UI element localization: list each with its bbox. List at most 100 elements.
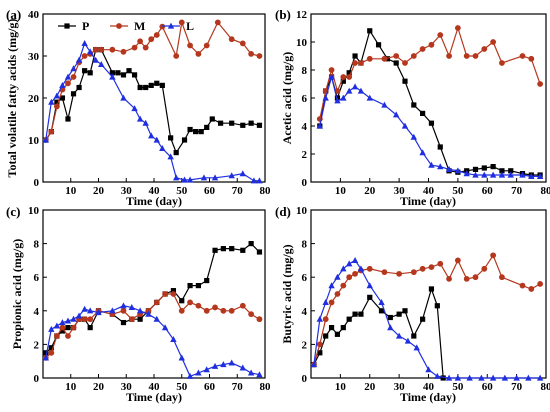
x-tick-label: 50 [452, 185, 464, 197]
series-l-point [507, 171, 514, 178]
series-l-point [340, 265, 347, 272]
series-l-point [316, 122, 324, 129]
series-l-point [120, 302, 127, 309]
series-m-point [142, 44, 149, 51]
series-l-point [445, 166, 453, 172]
series-l-point [59, 82, 66, 88]
series-p-point [109, 70, 115, 76]
series-m-point [437, 32, 444, 38]
series-l-point [404, 337, 412, 344]
legend-marker-m [116, 23, 122, 29]
x-tick-label: 20 [364, 381, 376, 393]
series-m-point [463, 53, 470, 59]
series-l-point [64, 73, 72, 80]
series-m-point [212, 304, 218, 311]
series-m-point [170, 291, 177, 297]
series-m-point [419, 46, 426, 52]
series-m-point [53, 103, 60, 110]
series-m-point [137, 38, 144, 45]
series-m-point [366, 265, 373, 272]
series-l-point [378, 299, 385, 305]
series-m-point [472, 274, 479, 281]
series-p-point [59, 328, 66, 334]
series-m-point [131, 44, 138, 51]
series-p-point [437, 144, 443, 150]
series-m-point [248, 51, 255, 57]
series-m-point [446, 275, 452, 282]
series-p-point [396, 311, 402, 317]
panel-b-label: (b) [275, 7, 291, 22]
series-m-point [228, 307, 235, 314]
y-tick-label: 40 [28, 9, 40, 21]
panel-b-frame [310, 13, 547, 183]
series-l-point [528, 173, 535, 179]
x-tick-label: 20 [364, 185, 376, 197]
series-m-point [316, 341, 323, 348]
series-l-point [92, 56, 99, 63]
series-p-point [195, 283, 201, 289]
series-m-point [499, 274, 505, 281]
series-p-point [120, 319, 127, 326]
series-p-point [198, 129, 204, 135]
series-p-point [334, 331, 341, 337]
series-l-point [86, 48, 94, 55]
x-tick-label: 50 [176, 381, 188, 393]
series-l-point [239, 364, 246, 371]
x-tick-label: 80 [541, 381, 550, 393]
series-p-point [218, 120, 224, 126]
series-m-point [340, 74, 347, 80]
y-tick-label: 12 [296, 9, 308, 21]
y-tick-label: 10 [28, 135, 40, 147]
series-m-point [65, 333, 71, 339]
series-l-point [498, 171, 506, 178]
series-l-point [109, 307, 116, 314]
series-m-point [366, 55, 373, 62]
series-p-point [59, 95, 66, 101]
series-m-point [519, 282, 526, 289]
series-m-point [402, 60, 408, 66]
series-p-point [256, 122, 263, 128]
series-l-point [489, 171, 497, 178]
series-p-point [54, 99, 60, 105]
series-l-point [159, 145, 166, 151]
series-l-point [142, 119, 149, 126]
series-m-point [256, 316, 263, 323]
series-l-point [148, 132, 155, 139]
series-l-point [173, 174, 180, 181]
series-m-point [428, 41, 435, 48]
series-p-point [428, 120, 435, 126]
series-m-point [239, 302, 246, 309]
x-tick-label: 30 [394, 185, 406, 197]
series-l-point [334, 97, 341, 104]
series-p-point [87, 70, 93, 76]
series-m-point [148, 36, 155, 43]
x-tick-label: 70 [232, 381, 244, 393]
series-l-point [186, 176, 194, 183]
series-m-point [81, 53, 88, 59]
series-p-point [204, 124, 210, 130]
x-tick-label: 10 [335, 381, 347, 393]
panel-a-label: (a) [6, 7, 21, 22]
y-tick-label: 2 [34, 339, 40, 351]
x-tick-label: 40 [423, 381, 435, 393]
series-l-point [53, 92, 61, 99]
series-m-point [187, 299, 193, 306]
series-l-point [536, 374, 544, 381]
series-p-point [367, 294, 373, 300]
series-m-point [393, 53, 400, 59]
x-tick-label: 10 [65, 185, 77, 197]
series-m-point [128, 316, 135, 323]
series-p-point [428, 286, 435, 292]
series-m-point [419, 265, 426, 272]
x-tick-label: 80 [541, 185, 550, 197]
y-tick-label: 6 [302, 93, 308, 105]
series-m-point [65, 80, 71, 87]
series-l-point [381, 101, 388, 108]
series-m-point [248, 311, 255, 318]
series-l-point [48, 98, 55, 105]
x-tick-label: 60 [204, 381, 216, 393]
series-p-point [187, 126, 193, 133]
series-l-point [454, 167, 462, 174]
series-p-point [70, 91, 77, 97]
x-tick-label: 60 [482, 185, 494, 197]
